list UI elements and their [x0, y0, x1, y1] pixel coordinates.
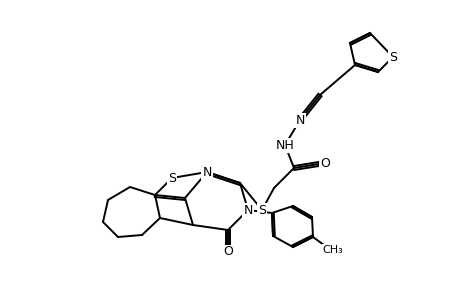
Text: S: S — [388, 50, 396, 64]
Text: NH: NH — [275, 139, 294, 152]
Text: S: S — [257, 203, 265, 217]
Text: N: N — [202, 166, 211, 178]
Text: O: O — [223, 245, 232, 259]
Text: O: O — [319, 157, 329, 169]
Text: CH₃: CH₃ — [322, 245, 342, 255]
Text: N: N — [295, 113, 304, 127]
Text: N: N — [243, 203, 252, 217]
Text: S: S — [168, 172, 176, 184]
